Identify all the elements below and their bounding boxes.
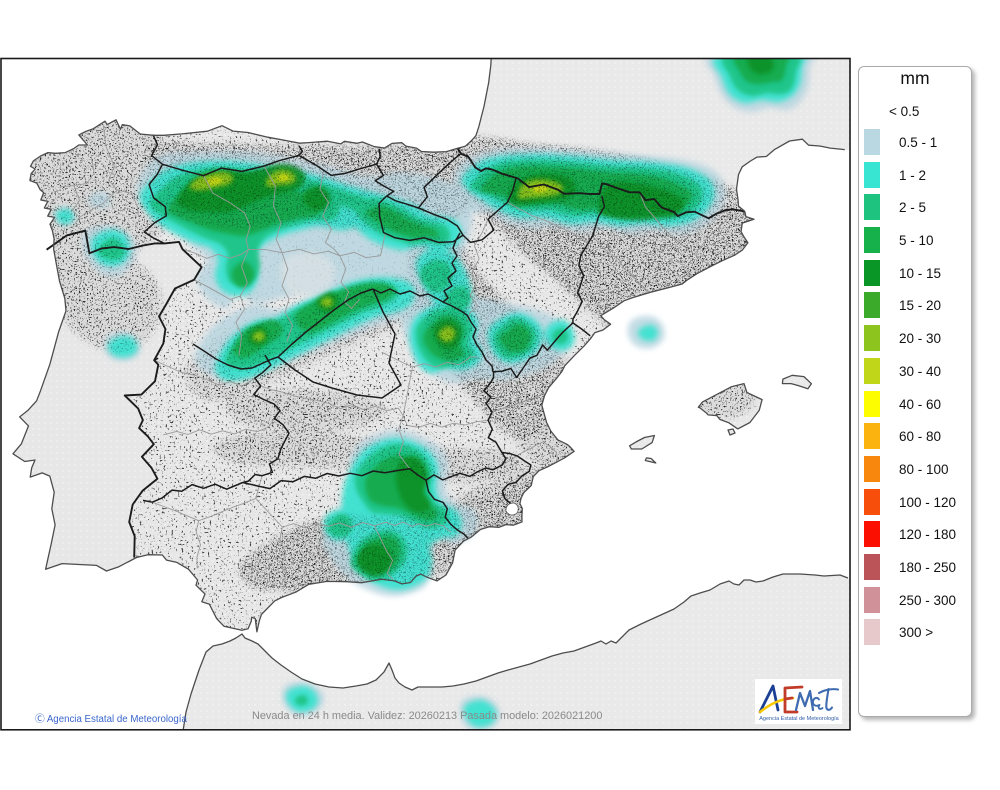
svg-text:Agencia Estatal de Meteorologí: Agencia Estatal de Meteorología [759, 716, 839, 722]
